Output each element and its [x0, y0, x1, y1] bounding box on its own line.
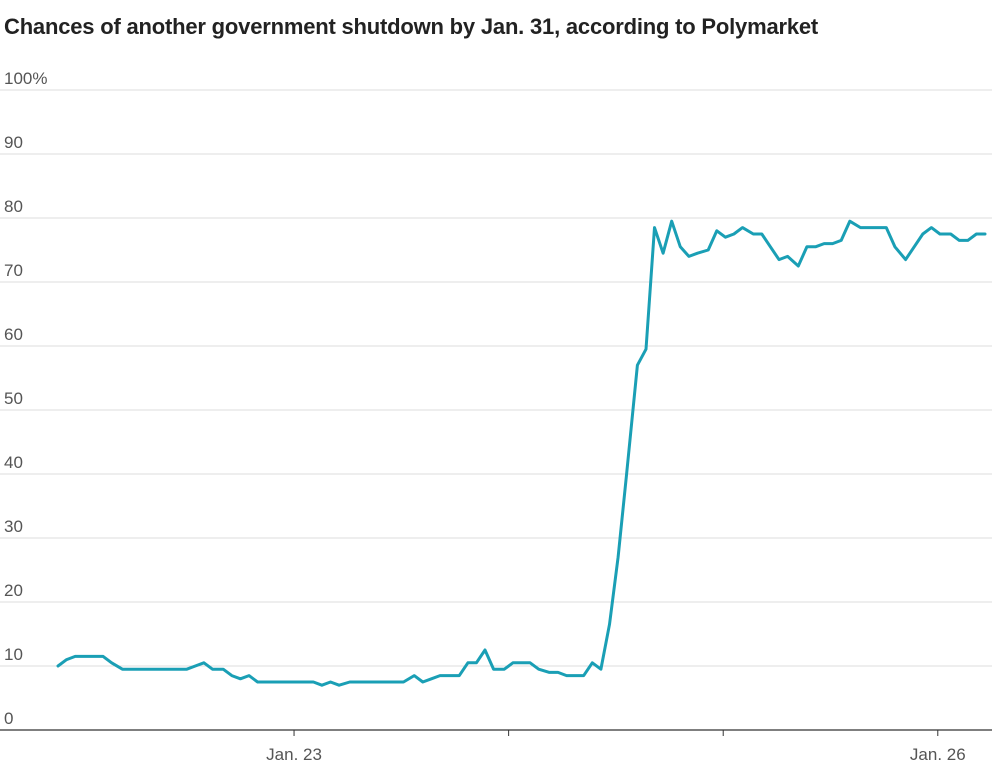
- x-tick-label-26: Jan. 26: [910, 745, 966, 764]
- y-tick-label-30: 30: [4, 517, 23, 536]
- y-axis-tick-labels: 0 10 20 30 40 50 60 70 80 90 100%: [4, 69, 47, 728]
- y-tick-label-0: 0: [4, 709, 13, 728]
- gridlines: [0, 89, 992, 667]
- series-layer: [56, 219, 987, 687]
- y-tick-label-10: 10: [4, 645, 23, 664]
- y-tick-label-100: 100%: [4, 69, 47, 88]
- y-tick-label-50: 50: [4, 389, 23, 408]
- series-line-0: [56, 219, 987, 687]
- y-tick-label-20: 20: [4, 581, 23, 600]
- y-tick-label-70: 70: [4, 261, 23, 280]
- y-tick-label-80: 80: [4, 197, 23, 216]
- chart-title: Chances of another government shutdown b…: [4, 14, 819, 39]
- y-tick-label-40: 40: [4, 453, 23, 472]
- y-tick-label-90: 90: [4, 133, 23, 152]
- y-tick-label-60: 60: [4, 325, 23, 344]
- x-tick-label-23: Jan. 23: [266, 745, 322, 764]
- x-axis: Jan. 23 Jan. 26: [0, 729, 992, 764]
